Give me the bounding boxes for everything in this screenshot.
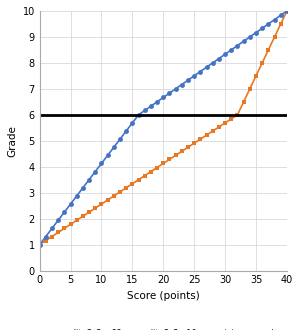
split, CoS = 32 [44,239,48,243]
split, CoS =16 [149,104,153,108]
split, CoS =16 [143,109,146,113]
minimum grade [38,113,41,117]
split, CoS =16 [180,82,184,86]
split, CoS = 32 [155,166,159,170]
split, CoS =16 [69,202,72,206]
Legend: split, CoS = 32, split, CoS =16, minimum grade: split, CoS = 32, split, CoS =16, minimum… [46,326,281,330]
split, CoS = 32 [248,87,252,91]
split, CoS =16 [38,243,41,247]
split, CoS =16 [236,44,239,48]
split, CoS = 32 [242,100,245,104]
split, CoS =16 [44,235,48,239]
split, CoS =16 [94,170,97,174]
split, CoS = 32 [81,214,85,218]
split, CoS = 32 [87,210,91,214]
split, CoS = 32 [260,61,264,65]
split, CoS =16 [155,100,159,104]
X-axis label: Score (points): Score (points) [127,291,200,301]
split, CoS = 32 [130,182,134,186]
split, CoS =16 [168,91,171,95]
split, CoS = 32 [254,74,258,78]
split, CoS = 32 [50,235,54,239]
split, CoS = 32 [100,202,103,206]
split, CoS = 32 [118,190,122,194]
split, CoS = 32 [149,170,153,174]
split, CoS = 32 [267,48,270,52]
split, CoS = 32 [192,141,196,145]
Line: split, CoS =16: split, CoS =16 [37,9,290,247]
split, CoS =16 [124,129,128,133]
split, CoS =16 [279,13,283,17]
split, CoS =16 [118,137,122,141]
split, CoS = 32 [112,194,116,198]
split, CoS =16 [137,113,140,117]
split, CoS =16 [81,186,85,190]
split, CoS =16 [106,153,110,157]
split, CoS =16 [254,31,258,35]
split, CoS = 32 [106,198,110,202]
Line: split, CoS = 32: split, CoS = 32 [38,9,289,247]
split, CoS = 32 [223,121,227,125]
split, CoS = 32 [230,117,233,121]
split, CoS =16 [217,56,221,60]
Y-axis label: Grade: Grade [7,125,17,157]
split, CoS = 32 [56,230,60,234]
split, CoS = 32 [161,161,165,165]
split, CoS = 32 [236,113,239,117]
split, CoS = 32 [217,125,221,129]
split, CoS =16 [130,121,134,125]
split, CoS =16 [62,210,66,214]
split, CoS =16 [174,87,177,91]
split, CoS = 32 [174,153,177,157]
split, CoS =16 [112,145,116,149]
split, CoS =16 [267,22,270,26]
split, CoS = 32 [205,133,208,137]
split, CoS = 32 [180,149,184,153]
split, CoS =16 [199,70,202,74]
split, CoS = 32 [94,206,97,210]
split, CoS =16 [242,39,245,43]
split, CoS = 32 [273,35,276,39]
split, CoS =16 [285,9,289,13]
split, CoS =16 [75,194,79,198]
split, CoS =16 [192,74,196,78]
split, CoS =16 [161,95,165,99]
split, CoS =16 [186,78,190,82]
split, CoS =16 [100,161,103,165]
split, CoS = 32 [124,186,128,190]
split, CoS = 32 [62,226,66,230]
split, CoS = 32 [137,178,140,182]
split, CoS =16 [230,48,233,52]
split, CoS = 32 [69,222,72,226]
split, CoS = 32 [75,218,79,222]
split, CoS =16 [248,35,252,39]
minimum grade [44,113,48,117]
split, CoS =16 [211,61,214,65]
split, CoS = 32 [168,157,171,161]
split, CoS =16 [56,218,60,222]
split, CoS = 32 [38,243,41,247]
split, CoS =16 [87,178,91,182]
split, CoS = 32 [199,137,202,141]
split, CoS =16 [205,65,208,69]
split, CoS = 32 [279,22,283,26]
split, CoS = 32 [211,129,214,133]
split, CoS =16 [260,26,264,30]
split, CoS =16 [273,17,276,21]
split, CoS = 32 [143,174,146,178]
split, CoS = 32 [285,9,289,13]
split, CoS =16 [223,52,227,56]
split, CoS =16 [50,226,54,230]
split, CoS = 32 [186,145,190,149]
